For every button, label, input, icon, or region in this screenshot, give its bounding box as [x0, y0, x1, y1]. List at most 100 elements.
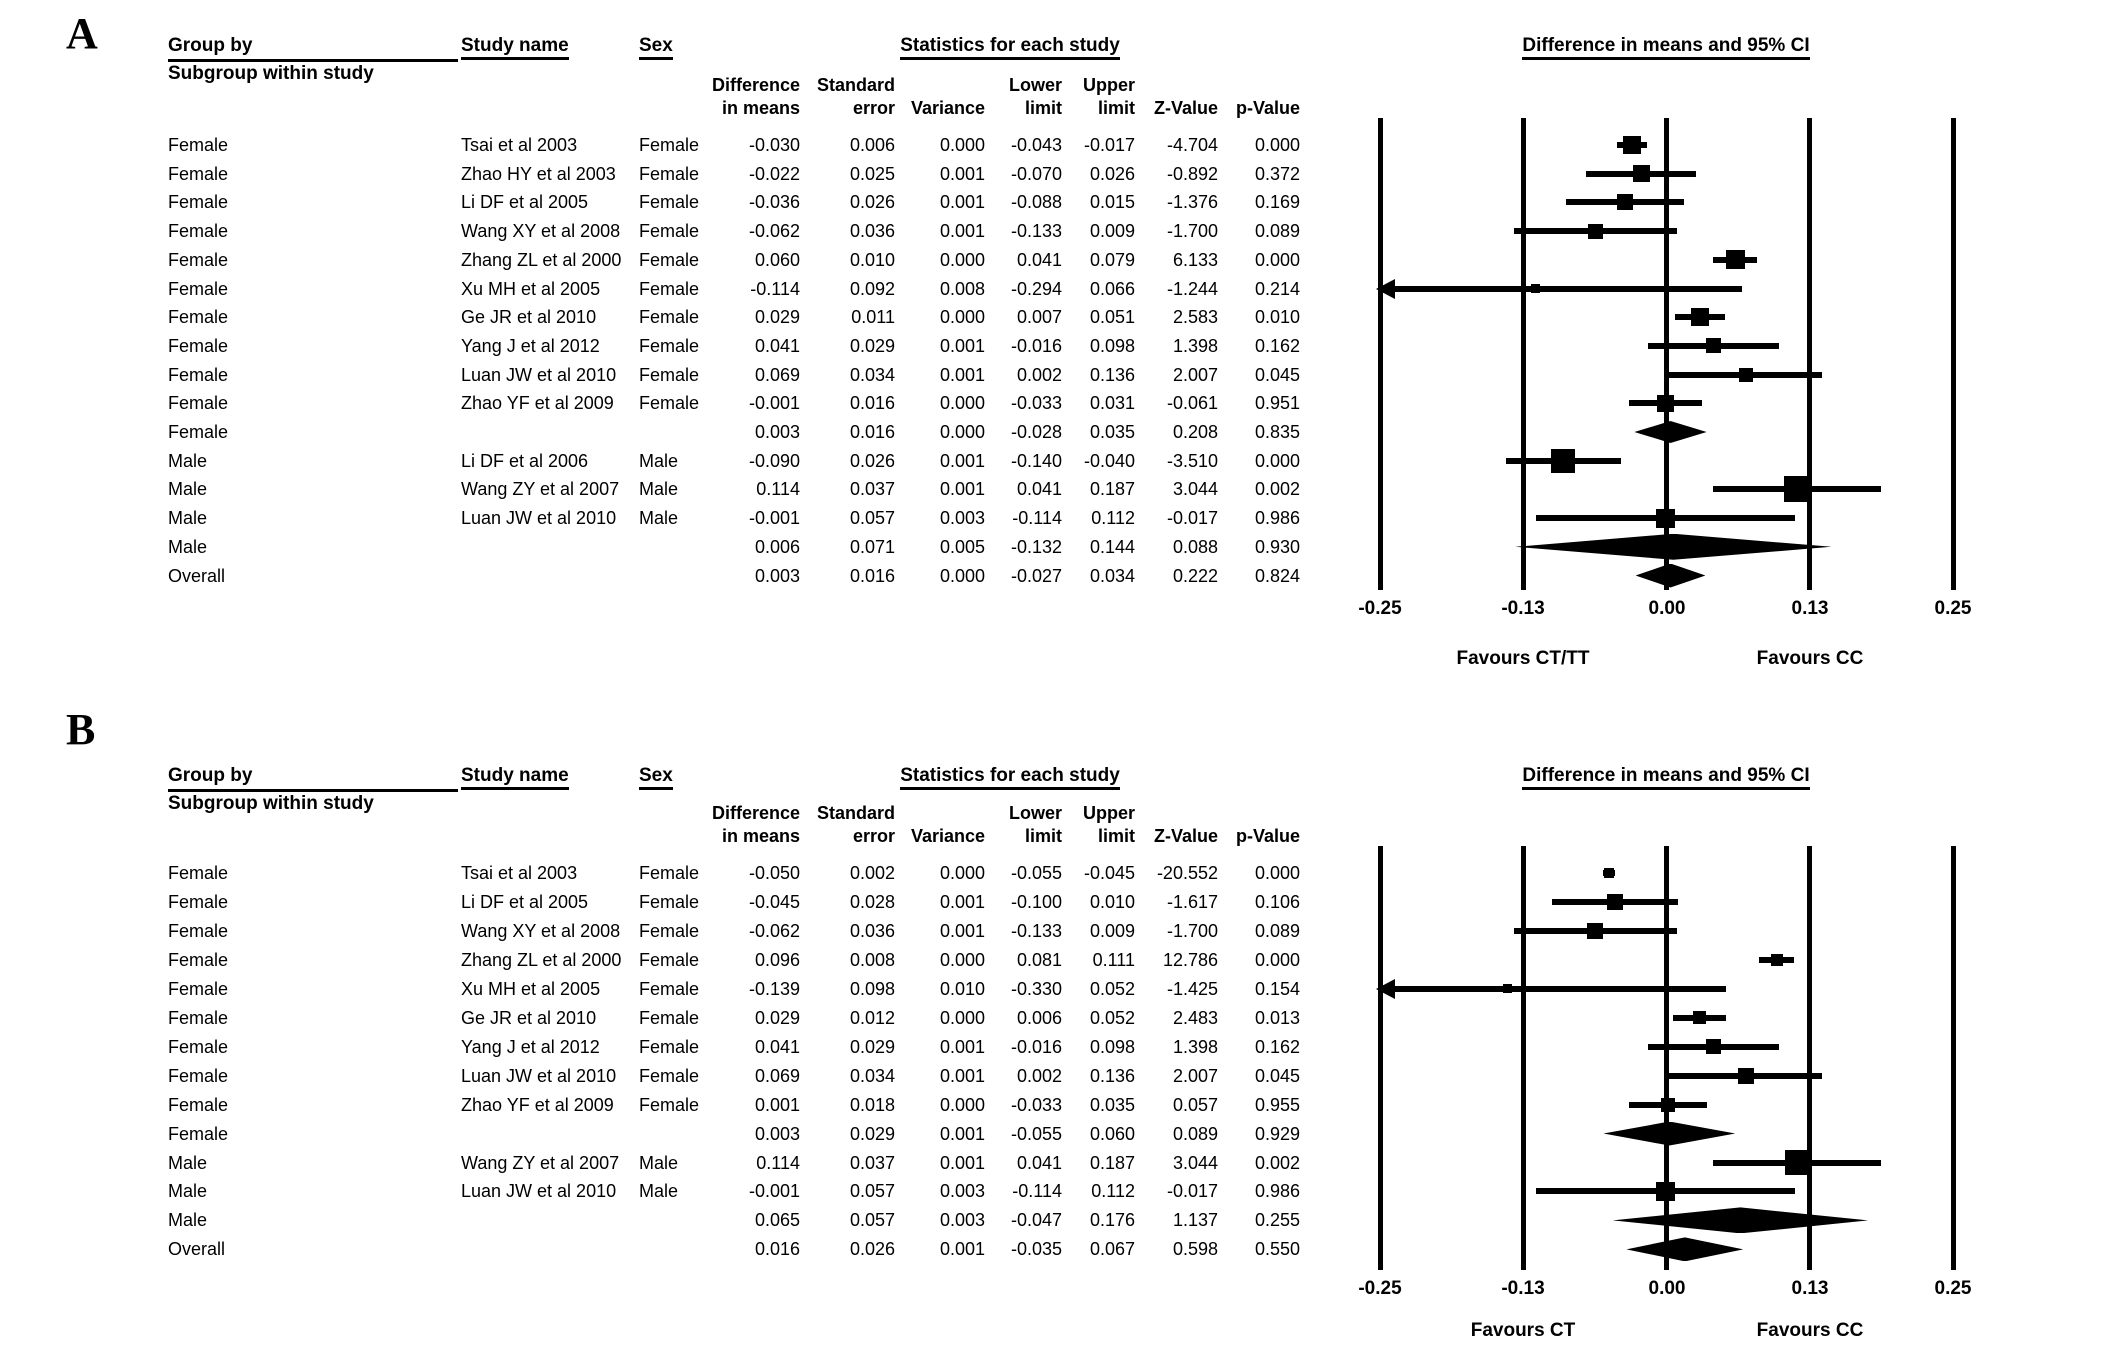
x-tick-label: 0.00 — [1648, 598, 1686, 619]
cell-sex: Female — [639, 192, 700, 213]
cell-lower: -0.133 — [1010, 221, 1062, 242]
cell-study: Tsai et al 2003 — [461, 863, 578, 883]
cell-group: Female — [168, 1123, 229, 1144]
favours-left-label: Favours CT/TT — [1456, 648, 1590, 669]
cell-diff: 0.041 — [754, 335, 800, 356]
x-tick-label: -0.13 — [1501, 598, 1545, 619]
study-name-header: Study name — [461, 34, 569, 60]
x-tick-label: -0.13 — [1501, 1278, 1545, 1299]
point-estimate-square — [1655, 1181, 1675, 1201]
axis-gridline — [1950, 118, 1956, 590]
cell-p: 0.154 — [1254, 978, 1300, 999]
cell-z: 1.398 — [1172, 335, 1218, 356]
cell-diff: 0.060 — [754, 249, 800, 270]
cell-se: 0.036 — [849, 920, 895, 941]
cell-p: 0.162 — [1254, 335, 1300, 356]
cell-study: Zhao YF et al 2009 — [461, 1094, 614, 1115]
group-by-line2: Subgroup within study — [168, 63, 374, 84]
cell-z: -20.552 — [1156, 863, 1218, 883]
table-row: Male 0.065 0.057 0.003 -0.047 0.176 1.137 0.255 — [0, 1209, 1320, 1233]
ci-line — [1380, 985, 1727, 992]
point-estimate-square — [1784, 476, 1811, 503]
table-row: Female Li DF et al 2005 Female -0.045 0.028 0… — [0, 891, 1320, 915]
cell-variance: 0.000 — [939, 135, 985, 155]
cell-lower: -0.028 — [1010, 422, 1062, 442]
ci-line — [1380, 285, 1743, 292]
table-rows: Female Tsai et al 2003 Female -0.050 0.002 0.… — [0, 700, 2126, 1346]
cell-group: Overall — [168, 1239, 226, 1260]
cell-p: 0.002 — [1254, 479, 1300, 500]
cell-z: 1.398 — [1172, 1036, 1218, 1057]
cell-diff: -0.001 — [748, 393, 800, 414]
cell-p: 0.000 — [1254, 949, 1300, 970]
cell-group: Female — [168, 335, 229, 356]
summary-diamond — [1603, 1121, 1736, 1146]
cell-lower: -0.033 — [1010, 393, 1062, 414]
cell-p: 0.089 — [1254, 920, 1300, 941]
cell-diff: 0.001 — [754, 1094, 800, 1115]
cell-diff: -0.050 — [748, 863, 800, 883]
summary-diamond — [1626, 1237, 1744, 1262]
cell-z: 0.089 — [1172, 1123, 1218, 1144]
cell-p: 0.045 — [1254, 1065, 1300, 1086]
point-estimate-square — [1656, 394, 1674, 412]
cell-p: 0.002 — [1254, 1152, 1300, 1173]
cell-diff: 0.029 — [754, 1007, 800, 1028]
cell-diff: -0.090 — [748, 450, 800, 471]
cell-sex: Female — [639, 335, 700, 356]
col-header-upper: Upper limit — [1082, 75, 1135, 118]
cell-lower: -0.055 — [1010, 863, 1062, 883]
cell-diff: 0.003 — [754, 422, 800, 442]
point-estimate-square — [1725, 250, 1745, 270]
cell-diff: -0.062 — [748, 221, 800, 242]
cell-upper: 0.035 — [1089, 422, 1135, 442]
cell-se: 0.092 — [849, 278, 895, 299]
cell-upper: 0.052 — [1089, 1007, 1135, 1028]
panel-a-label: A — [66, 9, 98, 58]
cell-variance: 0.010 — [939, 978, 985, 999]
cell-diff: 0.006 — [754, 536, 800, 557]
cell-group: Female — [168, 920, 229, 941]
table-row: Female Zhao YF et al 2009 Female -0.001 0.01… — [0, 392, 1320, 416]
cell-z: -4.704 — [1166, 135, 1218, 155]
group-by-header: Group by Subgroup within study — [168, 764, 458, 815]
x-tick-label: 0.13 — [1791, 1278, 1829, 1299]
cell-se: 0.037 — [849, 479, 895, 500]
cell-lower: 0.007 — [1016, 307, 1062, 328]
cell-sex: Female — [639, 1036, 700, 1057]
cell-diff: -0.022 — [748, 163, 800, 184]
cell-se: 0.034 — [849, 1065, 895, 1086]
cell-se: 0.026 — [849, 192, 895, 213]
cell-diff: -0.030 — [748, 135, 800, 155]
cell-z: 0.088 — [1172, 536, 1218, 557]
cell-study: Xu MH et al 2005 — [461, 278, 601, 299]
table-row: Female Yang J et al 2012 Female 0.041 0.029 0… — [0, 1036, 1320, 1060]
cell-z: -1.617 — [1166, 891, 1218, 912]
cell-sex: Female — [639, 949, 700, 970]
cell-study: Ge JR et al 2010 — [461, 307, 597, 328]
point-estimate-square — [1623, 136, 1642, 154]
table-row: Female Zhang ZL et al 2000 Female 0.060 0.01… — [0, 249, 1320, 273]
cell-z: 2.007 — [1172, 1065, 1218, 1086]
table-row: Female Yang J et al 2012 Female 0.041 0.029 0… — [0, 335, 1320, 359]
cell-upper: 0.098 — [1089, 1036, 1135, 1057]
table-rows: Female Tsai et al 2003 Female -0.030 0.006 0.… — [0, 135, 1320, 586]
cell-variance: 0.001 — [939, 221, 985, 242]
point-estimate-square — [1632, 165, 1650, 183]
cell-p: 0.013 — [1254, 1007, 1300, 1028]
cell-diff: -0.045 — [748, 891, 800, 912]
cell-upper: 0.009 — [1089, 920, 1135, 941]
cell-variance: 0.000 — [939, 949, 985, 970]
cell-se: 0.002 — [849, 863, 895, 883]
cell-group: Female — [168, 393, 229, 414]
cell-sex: Male — [639, 508, 679, 529]
cell-lower: -0.033 — [1010, 1094, 1062, 1115]
cell-variance: 0.001 — [939, 192, 985, 213]
cell-p: 0.550 — [1254, 1239, 1300, 1260]
axis-gridline — [1807, 118, 1813, 590]
cell-se: 0.012 — [849, 1007, 895, 1028]
point-estimate-square — [1587, 223, 1603, 239]
table-row: Overall 0.016 0.026 0.001 -0.035 0.067 0.598 0.… — [0, 1238, 1320, 1262]
plot-canvas — [1376, 846, 1956, 1270]
